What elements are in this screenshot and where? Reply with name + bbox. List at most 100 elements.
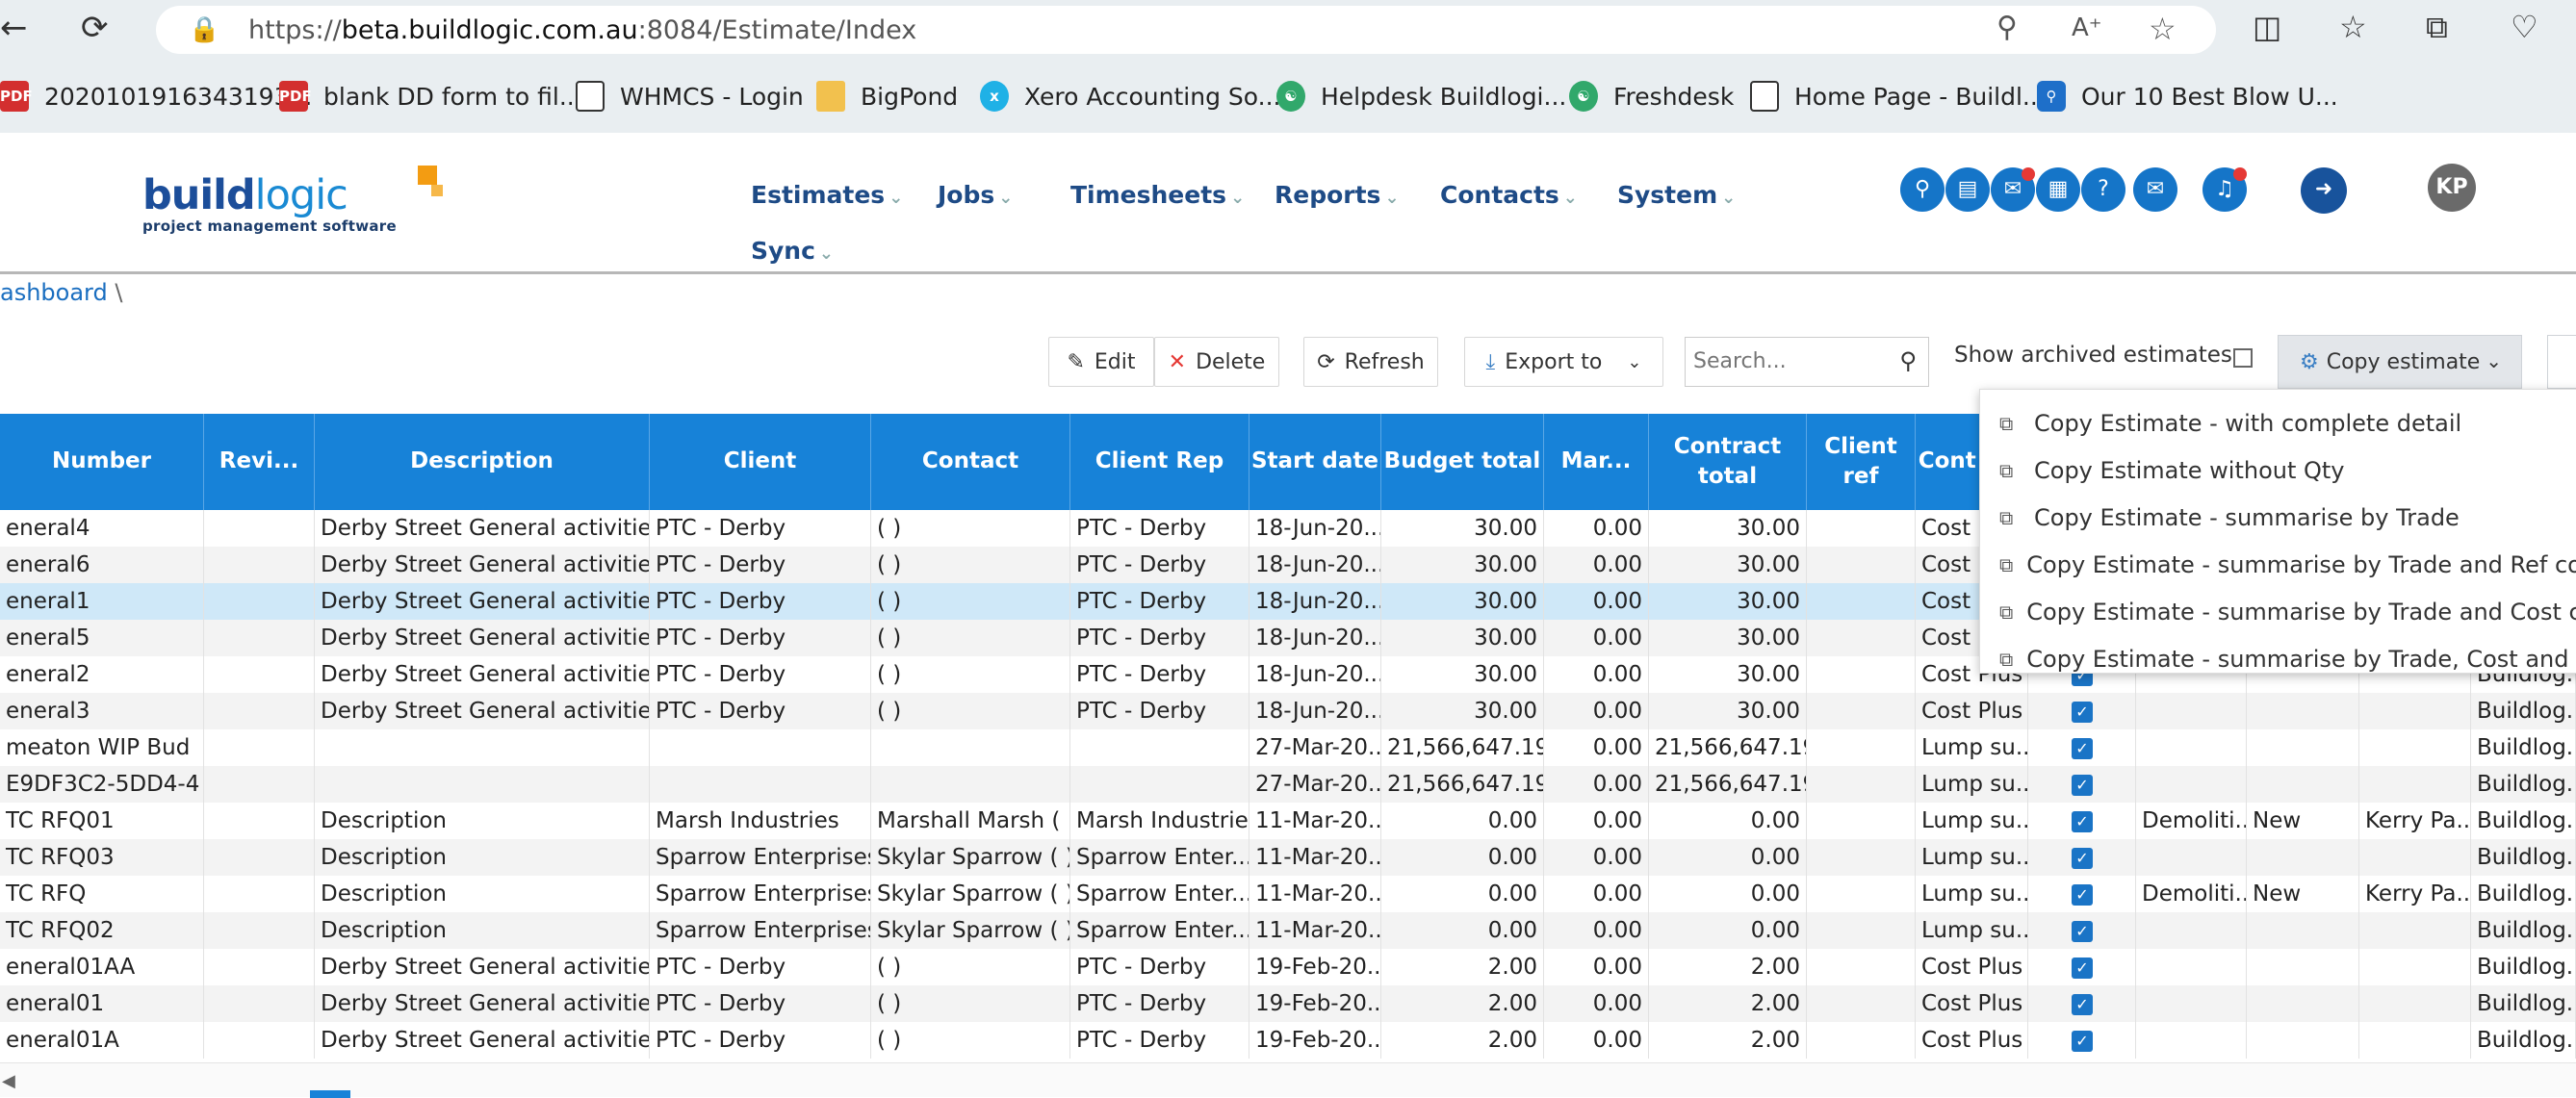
copy-estimate-button[interactable]: ⚙ Copy estimate ⌄: [2278, 335, 2522, 389]
table-cell: [2247, 985, 2359, 1022]
bookmark-item[interactable]: ☯ Helpdesk Buildlogi...: [1276, 75, 1566, 117]
nav-system[interactable]: System ⌄: [1617, 181, 1736, 209]
table-cell: Buildlog...: [2471, 839, 2576, 876]
bookmark-item[interactable]: PDF blank DD form to fil...: [279, 75, 582, 117]
bookmark-item[interactable]: ☯ Freshdesk: [1569, 75, 1734, 117]
column-header[interactable]: Mar...: [1544, 414, 1649, 510]
row-checkbox[interactable]: ✓: [2072, 921, 2093, 942]
address-bar[interactable]: 🔒 https://beta.buildlogic.com.au:8084/Es…: [156, 6, 2216, 54]
copy-menu-item[interactable]: ⧉ Copy Estimate without Qty: [1980, 447, 2576, 494]
scroll-left-icon[interactable]: ◀: [2, 1071, 15, 1091]
table-cell: Description: [315, 876, 650, 912]
copy-menu-item[interactable]: ⧉ Copy Estimate - summarise by Trade, Cos…: [1980, 635, 2576, 682]
table-row[interactable]: TC RFQ03 Description Sparrow Enterprises Sk…: [0, 839, 2576, 876]
copy-menu-item[interactable]: ⧉ Copy Estimate - summarise by Trade and …: [1980, 588, 2576, 635]
nav-jobs[interactable]: Jobs ⌄: [938, 181, 1013, 209]
zoom-icon[interactable]: ⚲: [1996, 11, 2018, 44]
table-cell: ( ): [871, 949, 1070, 985]
column-header[interactable]: Start date: [1249, 414, 1381, 510]
search-icon[interactable]: ⚲: [1899, 347, 1917, 374]
copy-menu-item[interactable]: ⧉ Copy Estimate - summarise by Trade: [1980, 494, 2576, 541]
notifications-bell-icon[interactable]: ♫: [2202, 167, 2247, 212]
column-header[interactable]: Number: [0, 414, 204, 510]
table-cell: TC RFQ02: [0, 912, 204, 949]
delete-button[interactable]: ✕ Delete: [1154, 337, 1279, 387]
column-header[interactable]: Client ref: [1807, 414, 1916, 510]
table-cell: ✓: [2028, 876, 2136, 912]
help-icon[interactable]: ?: [2081, 167, 2125, 212]
export-to-button[interactable]: ⤓ Export to ⌄: [1464, 337, 1663, 387]
nav-contacts[interactable]: Contacts ⌄: [1440, 181, 1578, 209]
column-header[interactable]: Client Rep: [1070, 414, 1249, 510]
row-checkbox[interactable]: ✓: [2072, 1031, 2093, 1052]
calendar-icon[interactable]: ▦: [2036, 167, 2080, 212]
row-checkbox[interactable]: ✓: [2072, 811, 2093, 832]
breadcrumb-dashboard-link[interactable]: ashboard: [0, 279, 108, 306]
table-row[interactable]: TC RFQ02 Description Sparrow Enterprises Sk…: [0, 912, 2576, 949]
table-row[interactable]: E9DF3C2-5DD4-4 27-Mar-20... 21,566,647.19 0…: [0, 766, 2576, 803]
bookmark-item[interactable]: BigPond: [816, 75, 958, 117]
user-avatar[interactable]: KP: [2428, 164, 2476, 212]
split-screen-icon[interactable]: ◫: [2253, 9, 2282, 45]
column-header[interactable]: Client: [650, 414, 871, 510]
horizontal-scrollbar[interactable]: ◀: [0, 1062, 2576, 1098]
row-checkbox[interactable]: ✓: [2072, 994, 2093, 1015]
chat-icon[interactable]: ✉: [2133, 167, 2177, 212]
table-row[interactable]: meaton WIP Bud 27-Mar-20... 21,566,647.19 0…: [0, 729, 2576, 766]
logout-arrow-icon[interactable]: ➜: [2301, 167, 2347, 214]
row-checkbox[interactable]: ✓: [2072, 884, 2093, 906]
nav-estimates[interactable]: Estimates ⌄: [751, 181, 903, 209]
refresh-button[interactable]: ⟳ Refresh: [1303, 337, 1438, 387]
collections-icon[interactable]: ⧉: [2426, 9, 2448, 45]
reload-icon[interactable]: ⟳: [81, 9, 109, 47]
edit-button[interactable]: ✎ Edit: [1048, 337, 1154, 387]
column-header[interactable]: Revi...: [204, 414, 315, 510]
nav-timesheets[interactable]: Timesheets ⌄: [1070, 181, 1245, 209]
bookmark-item[interactable]: ⚲ Our 10 Best Blow U...: [2037, 75, 2338, 117]
bookmark-item[interactable]: WHMCS - Login: [576, 75, 804, 117]
favorites-icon[interactable]: ☆: [2339, 9, 2367, 45]
scroll-thumb[interactable]: [310, 1090, 350, 1098]
row-checkbox[interactable]: ✓: [2072, 738, 2093, 759]
column-header[interactable]: Contract total: [1649, 414, 1807, 510]
column-header[interactable]: Contact: [871, 414, 1070, 510]
bookmark-item[interactable]: Home Page - Buildl...: [1750, 75, 2046, 117]
toolbar-extra-button[interactable]: [2547, 335, 2576, 389]
table-cell: 21,566,647.19: [1381, 766, 1544, 803]
column-header[interactable]: Budget total: [1381, 414, 1544, 510]
row-checkbox[interactable]: ✓: [2072, 958, 2093, 979]
table-row[interactable]: eneral01 Derby Street General activities P…: [0, 985, 2576, 1022]
column-header[interactable]: Description: [315, 414, 650, 510]
table-cell: [2247, 1022, 2359, 1059]
search-icon[interactable]: ⚲: [1900, 167, 1945, 212]
show-archived-checkbox[interactable]: [2233, 348, 2253, 368]
back-arrow-icon[interactable]: ←: [0, 9, 28, 47]
table-row[interactable]: eneral01A Derby Street General activities…: [0, 1022, 2576, 1059]
buildlogic-logo[interactable]: buildlogic project management software: [142, 166, 443, 235]
nav-sync[interactable]: Sync ⌄: [751, 237, 834, 265]
table-row[interactable]: TC RFQ01 Description Marsh Industries Marsh…: [0, 803, 2576, 839]
copy-menu-item[interactable]: ⧉ Copy Estimate - summarise by Trade and …: [1980, 541, 2576, 588]
url-text[interactable]: https://beta.buildlogic.com.au:8084/Esti…: [248, 15, 917, 45]
search-input[interactable]: [1686, 338, 1878, 384]
browser-essentials-icon[interactable]: ♡: [2511, 9, 2538, 45]
copy-menu-item[interactable]: ⧉ Copy Estimate - with complete detail: [1980, 399, 2576, 447]
bookmark-item[interactable]: x Xero Accounting So...: [980, 75, 1280, 117]
table-row[interactable]: eneral3 Derby Street General activities PT…: [0, 693, 2576, 729]
read-aloud-icon[interactable]: A⁺: [2072, 13, 2102, 42]
folder-icon[interactable]: ▤: [1945, 167, 1990, 212]
table-cell: 0.00: [1544, 620, 1649, 656]
row-checkbox[interactable]: ✓: [2072, 702, 2093, 723]
favorite-star-icon[interactable]: ☆: [2149, 11, 2177, 47]
search-box[interactable]: ⚲: [1685, 337, 1929, 387]
table-row[interactable]: TC RFQ Description Sparrow Enterprises Skyl…: [0, 876, 2576, 912]
table-row[interactable]: eneral01AA Derby Street General activitie…: [0, 949, 2576, 985]
nav-reports[interactable]: Reports ⌄: [1275, 181, 1400, 209]
row-checkbox[interactable]: ✓: [2072, 775, 2093, 796]
mail-icon[interactable]: ✉: [1991, 167, 2035, 212]
lock-icon[interactable]: 🔒: [189, 15, 220, 44]
table-cell: Derby Street General activities: [315, 583, 650, 620]
table-cell: 0.00: [1544, 912, 1649, 949]
row-checkbox[interactable]: ✓: [2072, 848, 2093, 869]
bookmark-item[interactable]: PDF 2020101916343193...: [0, 75, 312, 117]
